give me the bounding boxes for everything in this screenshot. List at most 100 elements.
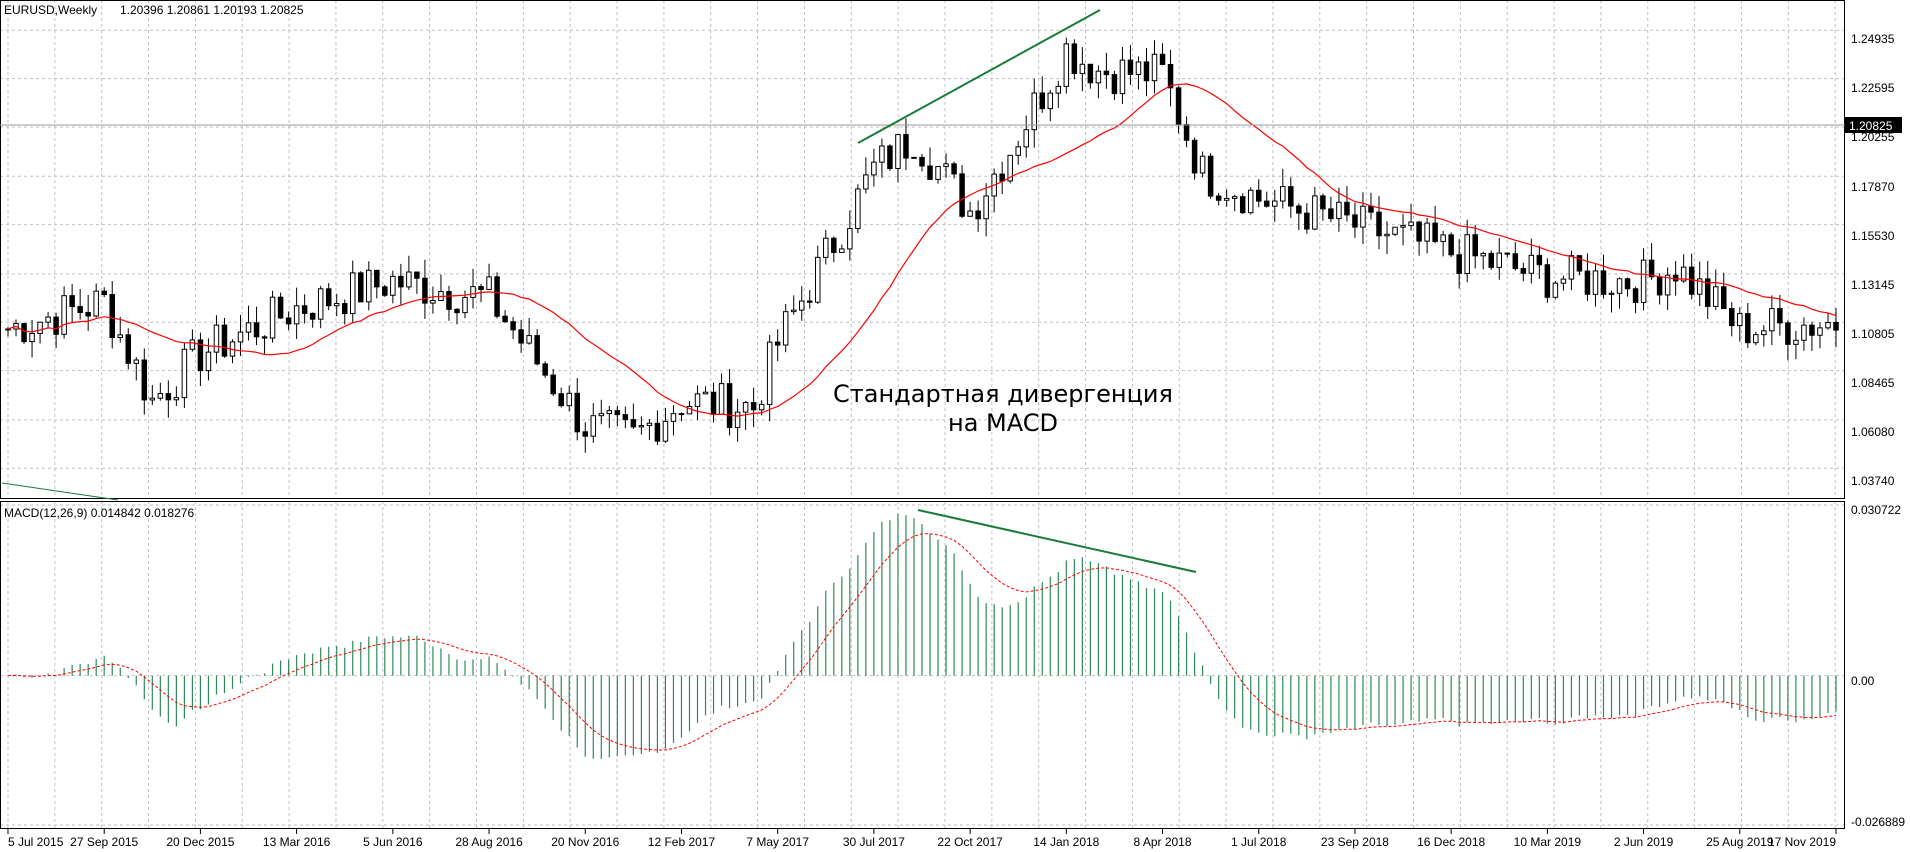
bear-candle	[1512, 253, 1519, 270]
bull-candle	[1440, 234, 1446, 242]
bear-candle	[903, 134, 909, 159]
bear-candle	[374, 269, 380, 288]
bull-candle	[1272, 200, 1278, 207]
bear-candle	[622, 414, 629, 421]
macd-tick-zero: 0.00	[1851, 674, 1875, 688]
bear-candle	[1721, 286, 1727, 310]
bear-candle	[109, 294, 115, 338]
bull-candle	[1231, 196, 1238, 199]
main-grid	[0, 0, 1845, 499]
bull-candle	[1015, 146, 1021, 156]
bear-candle	[85, 311, 91, 317]
bull-candle	[462, 296, 468, 314]
bear-candle	[750, 402, 757, 411]
bear-candle	[77, 306, 83, 313]
bull-candle	[390, 275, 396, 296]
bear-candle	[678, 413, 685, 416]
bear-candle	[197, 339, 204, 372]
bear-candle	[542, 363, 548, 376]
bull-candle	[686, 405, 693, 415]
bull-candle	[1464, 234, 1470, 274]
bear-candle	[710, 391, 717, 415]
bear-candle	[1472, 234, 1478, 257]
bull-candle	[662, 420, 669, 442]
bull-candle	[1761, 330, 1767, 336]
bull-candle	[1793, 339, 1799, 345]
bull-candle	[1079, 63, 1086, 75]
candlestick-series	[5, 37, 1839, 453]
bull-candle	[758, 403, 765, 411]
bull-candle	[1223, 197, 1230, 201]
current-price-label: 1.20825	[1849, 119, 1893, 133]
bear-candle	[1488, 252, 1494, 268]
bull-candle	[1151, 53, 1158, 82]
bear-candle	[1448, 234, 1454, 256]
bull-candle	[566, 392, 572, 407]
date-tick-label: 7 May 2017	[746, 835, 809, 849]
annotation-line-1: Стандартная дивергенция	[833, 380, 1173, 408]
macd-signal-series	[7, 533, 1837, 751]
price-divergence-line	[857, 9, 1101, 144]
bull-candle	[1712, 286, 1719, 307]
bear-candle	[1207, 155, 1214, 197]
bull-candle	[1592, 270, 1599, 295]
price-tick: 1.13145	[1851, 278, 1895, 292]
bull-candle	[598, 413, 605, 417]
time-axis: 5 Jul 2015 27 Sep 2015 20 Dec 2015 13 Mar 2…	[7, 829, 1837, 849]
bull-candle	[93, 290, 99, 317]
bull-candle	[879, 145, 885, 163]
annotation-line-2: на MACD	[948, 409, 1058, 437]
bear-candle	[253, 322, 260, 338]
bear-candle	[165, 393, 172, 401]
bull-candle	[1528, 254, 1535, 274]
bear-candle	[1296, 205, 1302, 214]
bear-candle	[446, 291, 452, 310]
date-tick-label: 12 Feb 2017	[648, 835, 716, 849]
date-tick-label: 10 Mar 2019	[1514, 835, 1582, 849]
bear-candle	[510, 321, 516, 331]
bull-candle	[157, 393, 164, 399]
bear-candle	[341, 303, 348, 315]
bull-candle	[1769, 308, 1775, 332]
date-tick-label: 1 Jul 2018	[1231, 835, 1287, 849]
bear-candle	[807, 300, 813, 303]
bull-candle	[782, 311, 789, 346]
bear-candle	[1320, 195, 1326, 210]
bear-candle	[141, 359, 148, 401]
bear-candle	[494, 276, 500, 317]
bear-candle	[1255, 189, 1262, 202]
date-tick-label: 16 Dec 2018	[1417, 835, 1485, 849]
bear-candle	[285, 317, 292, 325]
bear-candle	[1777, 308, 1783, 324]
bear-candle	[1368, 205, 1374, 213]
bear-candle	[1304, 212, 1310, 230]
bull-candle	[1753, 334, 1759, 344]
bull-candle	[823, 237, 829, 258]
bull-candle	[149, 397, 156, 401]
bull-candle	[702, 391, 709, 395]
bull-candle	[1312, 195, 1318, 230]
bull-candle	[1664, 274, 1671, 296]
bull-candle	[839, 248, 845, 253]
bear-candle	[1183, 124, 1190, 141]
bull-candle	[935, 166, 941, 180]
bear-candle	[654, 422, 661, 442]
bull-candle	[189, 339, 196, 350]
bull-candle	[486, 276, 492, 291]
bear-candle	[1344, 201, 1350, 216]
bear-candle	[1809, 324, 1815, 336]
date-tick-label: 20 Nov 2016	[551, 835, 619, 849]
bull-candle	[470, 286, 476, 298]
bull-candle	[213, 324, 220, 353]
bull-candle	[1119, 59, 1126, 95]
bull-candle	[1616, 278, 1623, 294]
bull-candle	[45, 316, 51, 323]
bear-candle	[1456, 254, 1462, 274]
bear-candle	[101, 290, 107, 296]
bear-candle	[261, 336, 268, 339]
bull-candle	[911, 156, 917, 159]
bull-candle	[406, 271, 412, 288]
main-pane-frame	[0, 0, 1845, 499]
bear-candle	[1729, 308, 1735, 327]
